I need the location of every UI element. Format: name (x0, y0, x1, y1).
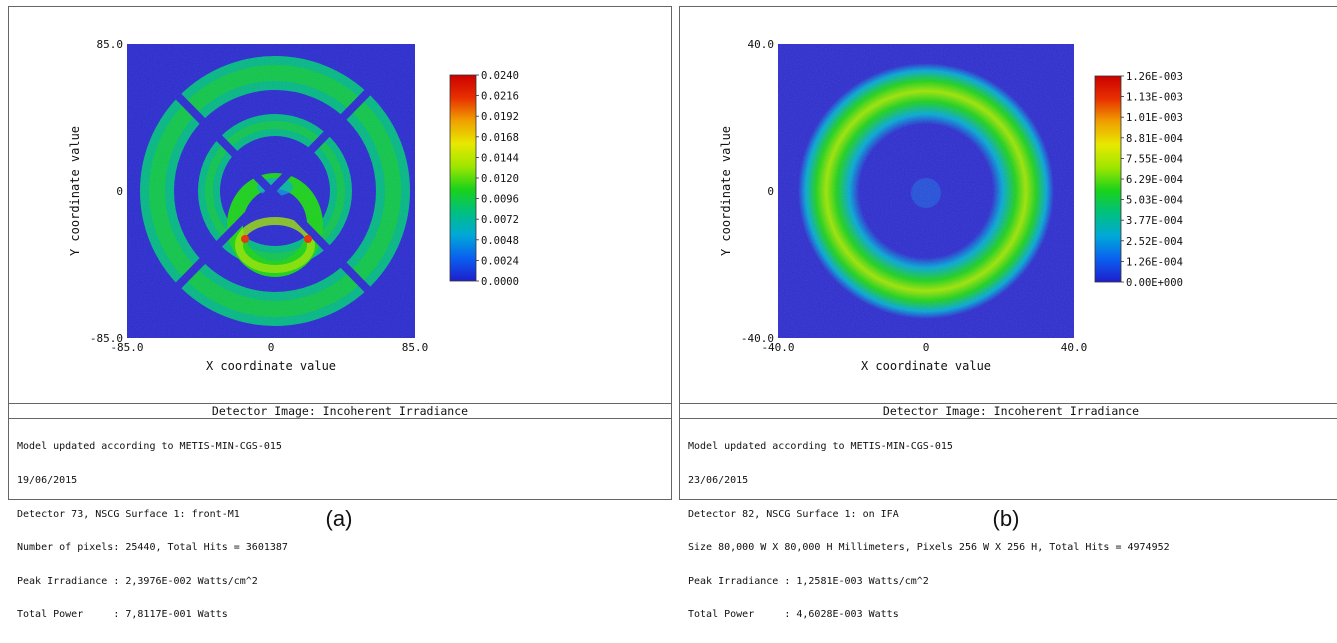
y-axis-label: Y coordinate value (68, 126, 82, 256)
x-tick-label: -85.0 (110, 341, 143, 354)
heatmap-b (778, 44, 1074, 338)
detector-panel-a: -85.0 0 85.0 85.0 0 -85.0 X coordinate value Y … (8, 6, 672, 620)
colorbar-label: 0.0240 (481, 70, 519, 82)
info-line: Total Power : 7,8117E-001 Watts (17, 609, 228, 621)
colorbar-label: 0.0024 (481, 255, 519, 267)
x-axis-label: X coordinate value (861, 359, 991, 373)
detector-panel-b: -40.0 0 40.0 40.0 0 -40.0 X coordinate value Y … (679, 6, 1337, 620)
caption-a: (a) (325, 506, 353, 531)
caption-b: (b) (992, 506, 1020, 531)
colorbar-label: 0.00E+000 (1126, 277, 1183, 289)
y-tick-label: -85.0 (90, 332, 123, 345)
colorbar-label: 0.0144 (481, 152, 519, 164)
colorbar-label: 8.81E-004 (1126, 133, 1183, 145)
colorbar-label: 0.0168 (481, 132, 519, 144)
detector-info-a: Model updated according to METIS-MIN-CGS… (17, 419, 288, 643)
colorbar-label: 6.29E-004 (1126, 174, 1183, 186)
info-line: Model updated according to METIS-MIN-CGS… (688, 441, 953, 453)
info-line: Peak Irradiance : 1,2581E-003 Watts/cm^2 (688, 575, 929, 587)
colorbar-scale (449, 74, 477, 282)
colorbar-label: 0.0120 (481, 173, 519, 185)
info-line: 19/06/2015 (17, 475, 78, 487)
x-tick-label: 85.0 (402, 341, 429, 354)
y-tick-label: 0 (767, 185, 774, 198)
x-tick-label: -40.0 (761, 341, 794, 354)
colorbar-label: 1.26E-003 (1126, 71, 1183, 83)
info-line: Model updated according to METIS-MIN-CGS… (17, 441, 282, 453)
colorbar-label: 0.0072 (481, 214, 519, 226)
colorbar-label: 0.0192 (481, 111, 519, 123)
colorbar-label: 1.13E-003 (1126, 92, 1183, 104)
colorbar-label: 0.0000 (481, 276, 519, 288)
detector-title-b: Detector Image: Incoherent Irradiance (680, 403, 1337, 419)
detector-info-b: Model updated according to METIS-MIN-CGS… (688, 419, 1170, 643)
colorbar-label: 0.0216 (481, 91, 519, 103)
x-axis-label: X coordinate value (206, 359, 336, 373)
info-line: Detector 73, NSCG Surface 1: front-M1 (17, 508, 240, 520)
plot-a: -85.0 0 85.0 85.0 0 -85.0 X coordinate value Y … (68, 38, 519, 373)
colorbar-label: 7.55E-004 (1126, 153, 1183, 165)
y-axis-label: Y coordinate value (719, 126, 733, 256)
x-tick-label: 0 (923, 341, 930, 354)
colorbar-label: 1.26E-004 (1126, 256, 1183, 268)
info-line: Total Power : 4,6028E-003 Watts (688, 609, 899, 621)
colorbar-label: 0.0048 (481, 235, 519, 247)
axes-a: -85.0 0 85.0 85.0 0 -85.0 X coordinate value Y … (68, 38, 428, 373)
info-line: 23/06/2015 (688, 475, 749, 487)
colorbar-scale (1094, 75, 1122, 283)
y-tick-label: 40.0 (748, 38, 775, 51)
y-tick-label: -40.0 (741, 332, 774, 345)
colorbar-label: 3.77E-004 (1126, 215, 1183, 227)
colorbar-b: 1.26E-003 1.13E-003 1.01E-003 8.81E-004 7.55… (1094, 71, 1183, 289)
axes-b: -40.0 0 40.0 40.0 0 -40.0 X coordinate value Y … (719, 38, 1087, 373)
y-tick-label: 0 (116, 185, 123, 198)
y-tick-label: 85.0 (97, 38, 124, 51)
plot-b: -40.0 0 40.0 40.0 0 -40.0 X coordinate value Y … (719, 38, 1183, 373)
info-line: Number of pixels: 25440, Total Hits = 36… (17, 542, 288, 554)
colorbar-label: 5.03E-004 (1126, 195, 1183, 207)
detector-title-a: Detector Image: Incoherent Irradiance (9, 403, 671, 419)
x-tick-label: 40.0 (1061, 341, 1088, 354)
heatmap-a (127, 44, 415, 338)
info-line: Size 80,000 W X 80,000 H Millimeters, Pi… (688, 542, 1170, 554)
colorbar-label: 1.01E-003 (1126, 112, 1183, 124)
x-tick-label: 0 (268, 341, 275, 354)
info-line: Peak Irradiance : 2,3976E-002 Watts/cm^2 (17, 575, 258, 587)
colorbar-label: 2.52E-004 (1126, 236, 1183, 248)
colorbar-a: 0.0240 0.0216 0.0192 0.0168 0.0144 0.0120 0.00… (449, 70, 519, 288)
info-line: Detector 82, NSCG Surface 1: on IFA (688, 508, 899, 520)
colorbar-label: 0.0096 (481, 194, 519, 206)
